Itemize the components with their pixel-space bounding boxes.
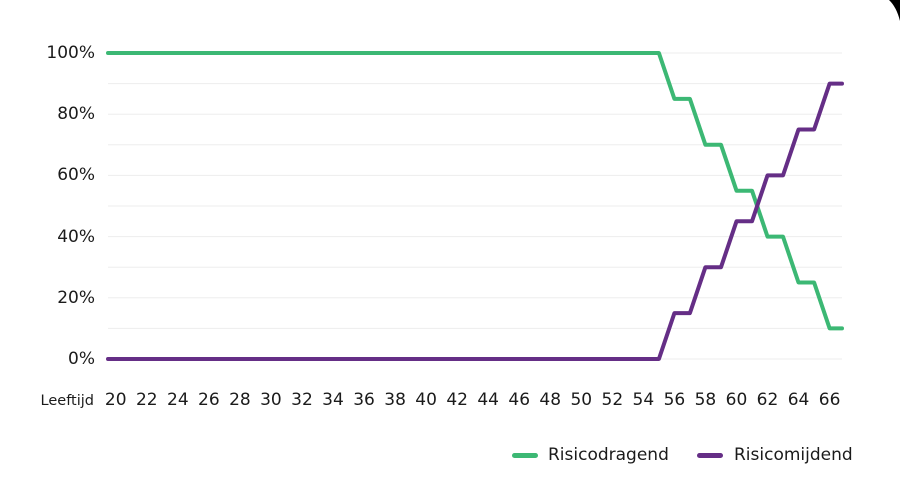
- y-tick-label: 20%: [57, 287, 95, 308]
- x-tick-label: 26: [198, 390, 220, 410]
- x-tick-label: 46: [508, 390, 531, 410]
- x-tick-label: 42: [446, 390, 468, 410]
- x-tick-label: 44: [477, 390, 499, 410]
- x-tick-label: 54: [632, 390, 655, 410]
- x-tick-label: 62: [756, 390, 779, 410]
- x-tick-label: 36: [353, 390, 375, 410]
- x-tick-label: 48: [539, 390, 562, 410]
- x-tick-label: 34: [322, 390, 344, 410]
- series-line-risicomijdend: [106, 81, 844, 361]
- x-tick-label: 38: [384, 390, 406, 410]
- y-tick-label: 80%: [57, 104, 95, 125]
- y-tick-label: 60%: [57, 165, 95, 186]
- x-tick-label: 56: [663, 390, 686, 410]
- x-tick-label: 20: [104, 390, 127, 410]
- y-tick-label: 100%: [46, 43, 95, 63]
- x-tick-label: 64: [787, 390, 810, 410]
- x-tick-label: 30: [260, 390, 282, 410]
- x-tick-label: 22: [135, 390, 158, 410]
- x-tick-label: 66: [818, 390, 841, 410]
- x-tick-label: 28: [229, 390, 251, 410]
- legend-label-risicomijdend: Risicomijdend: [734, 445, 853, 465]
- x-tick-label: 50: [570, 390, 593, 410]
- x-tick-label: 52: [601, 390, 624, 410]
- legend-label-risicodragend: Risicodragend: [548, 445, 669, 465]
- x-tick-label: 58: [694, 390, 717, 410]
- y-tick-label: 0%: [68, 349, 95, 369]
- x-tick-label: 60: [725, 390, 748, 410]
- x-tick-label: 32: [291, 390, 313, 410]
- page-corner-fold-icon: [889, 0, 900, 21]
- series-line-risicodragend: [106, 51, 844, 331]
- x-tick-label: 40: [415, 390, 437, 410]
- x-axis-title: Leeftijd: [40, 393, 94, 409]
- legend-swatch-risicodragend: [512, 453, 538, 458]
- y-tick-label: 40%: [57, 226, 95, 247]
- legend-swatch-risicomijdend: [697, 453, 723, 458]
- x-tick-label: 24: [167, 390, 189, 410]
